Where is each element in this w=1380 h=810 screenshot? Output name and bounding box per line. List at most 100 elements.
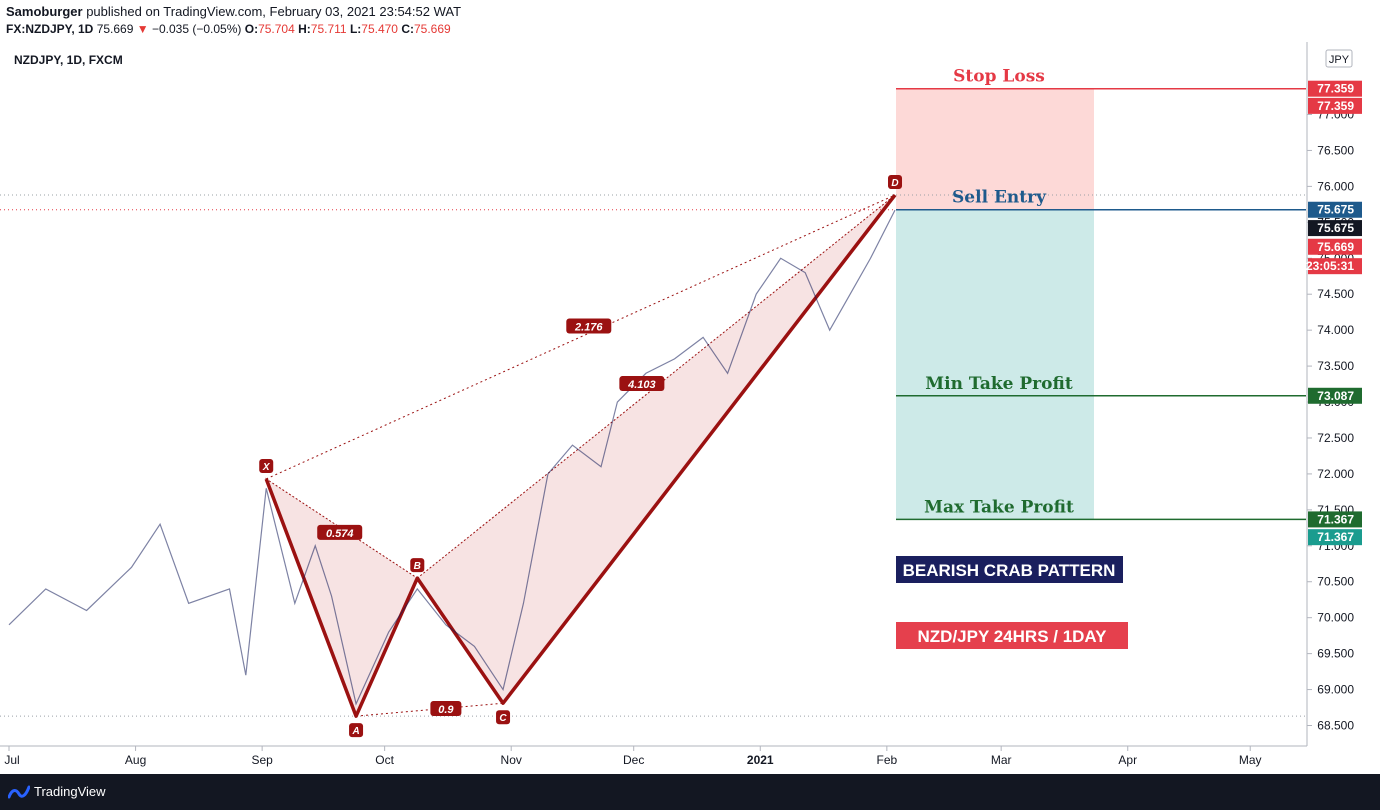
close-value: 75.669 (414, 22, 451, 36)
ratio-label-box (566, 318, 612, 334)
harmonic-pattern[interactable] (264, 193, 897, 718)
min-take-profit-label: Min Take Profit (925, 374, 1073, 394)
point-label: X (262, 462, 271, 473)
price-tick-label: 73.500 (1317, 359, 1354, 373)
ratio-label-box (619, 376, 665, 392)
price-axis-tag[interactable] (1308, 387, 1362, 404)
time-axis[interactable]: Jul Aug Sep Oct Nov Dec 2021 Feb Mar Apr May (0, 745, 1307, 767)
time-tick-label: Oct (375, 753, 394, 767)
point-label-box (888, 175, 903, 190)
max-take-profit-label: Max Take Profit (924, 497, 1074, 517)
time-tick-label: Dec (623, 753, 644, 767)
point-label: A (351, 726, 359, 737)
trade-levels[interactable]: Stop Loss Sell Entry Min Take Profit Max Ta… (896, 67, 1306, 521)
point-label-box (259, 458, 274, 473)
price-tick-label: 70.500 (1317, 575, 1354, 589)
time-tick-label: Feb (877, 753, 898, 767)
price-tick-label: 72.000 (1317, 467, 1354, 481)
timeframe-label: NZD/JPY 24HRS / 1DAY (918, 627, 1108, 646)
point-label-box (410, 558, 425, 573)
pattern-title: BEARISH CRAB PATTERN (903, 561, 1116, 580)
low-value: 75.470 (361, 22, 398, 36)
price-axis-tag-label: 75.669 (1317, 240, 1354, 254)
price-axis-tag[interactable] (1308, 80, 1362, 97)
time-tick-label: Nov (501, 753, 522, 767)
ratio-label: 0.574 (326, 528, 354, 540)
price-tick-label: 70.000 (1317, 611, 1354, 625)
price-axis-tag[interactable] (1308, 258, 1362, 275)
time-tick-label: Jul (4, 753, 19, 767)
time-tick-label: Sep (251, 753, 273, 767)
pattern-xabcd-line[interactable] (264, 193, 897, 718)
price-axis-tag-label: 77.359 (1317, 99, 1354, 113)
close-label: C: (401, 22, 414, 36)
take-profit-zone (896, 209, 1094, 520)
point-label: C (499, 713, 507, 724)
price-axis-tag-label: 23:05:31 (1306, 259, 1354, 273)
time-tick-label: Mar (991, 753, 1012, 767)
price-axis-tag[interactable] (1308, 529, 1362, 546)
currency-badge[interactable] (1325, 49, 1353, 68)
price-tick-label: 76.500 (1317, 143, 1354, 157)
price-axis[interactable]: 68.50069.00069.50070.00070.50071.00071.5… (1306, 42, 1380, 746)
point-label-box (349, 723, 364, 738)
ratio-label-box (430, 700, 462, 716)
pattern-title-box (896, 556, 1123, 583)
ratio-label: 0.9 (438, 704, 454, 716)
price-axis-tag-label: 75.675 (1317, 203, 1354, 217)
price-axis-tag[interactable] (1308, 511, 1362, 528)
ratio-label-box (317, 524, 363, 540)
ohlc-line: FX:NZDJPY, 1D 75.669 ▼ −0.035 (−0.05%) O… (6, 22, 451, 36)
currency-badge-label: JPY (1329, 54, 1350, 66)
price-axis-tag-label: 77.359 (1317, 82, 1354, 96)
price-tick-label: 68.500 (1317, 719, 1354, 733)
timeframe-box (896, 622, 1128, 649)
time-tick-label: 2021 (747, 753, 774, 767)
price-axis-tag[interactable] (1308, 97, 1362, 114)
position-zones (896, 88, 1094, 520)
pattern-point-labels: X A B C D (259, 175, 903, 738)
price-axis-tag-label: 71.367 (1317, 512, 1354, 526)
ratio-label: 4.103 (627, 379, 656, 391)
price-tick-label: 76.000 (1317, 179, 1354, 193)
high-label: H: (298, 22, 311, 36)
publisher-line: Samoburger published on TradingView.com,… (6, 4, 461, 19)
time-tick-label: Apr (1118, 753, 1137, 767)
price-axis-tag-label: 71.367 (1317, 530, 1354, 544)
footer-bar: TradingView (0, 774, 1380, 810)
price-line (8, 209, 896, 706)
change-value: −0.035 (−0.05%) (151, 22, 242, 36)
price-tick-label: 74.500 (1317, 287, 1354, 301)
price-axis-tag-label: 73.087 (1317, 389, 1354, 403)
stop-loss-label: Stop Loss (953, 67, 1045, 87)
open-label: O: (244, 22, 259, 36)
price-series (8, 209, 896, 706)
low-label: L: (349, 22, 362, 36)
point-label-box (496, 710, 511, 725)
open-value: 75.704 (258, 22, 295, 36)
point-label: B (414, 561, 421, 572)
price-axis-tag-label: 75.675 (1317, 221, 1354, 235)
price-tick-label: 69.000 (1317, 683, 1354, 697)
last-price: 75.669 (96, 22, 134, 36)
price-axis-tag[interactable] (1308, 220, 1362, 237)
point-label: D (891, 178, 898, 189)
ratio-labels: 0.574 0.9 2.176 4.103 (317, 318, 665, 716)
price-axis-tag[interactable] (1308, 201, 1362, 218)
ratio-label: 2.176 (574, 322, 603, 334)
publisher-name[interactable]: Samoburger (6, 4, 83, 19)
sell-entry-label: Sell Entry (952, 188, 1047, 208)
footer-brand[interactable]: TradingView (34, 784, 106, 799)
change-arrow-icon: ▼ (136, 22, 149, 36)
price-axis-tag[interactable] (1308, 238, 1362, 255)
published-text: published on TradingView.com, February 0… (86, 4, 462, 19)
chart-legend: NZDJPY, 1D, FXCM (14, 53, 123, 67)
price-tick-label: 72.500 (1317, 431, 1354, 445)
stop-loss-zone (896, 88, 1094, 210)
symbol-label: FX:NZDJPY, 1D (6, 22, 94, 36)
price-chart[interactable]: 0.574 0.9 2.176 4.103 X A B C D Stop Loss Sell E… (0, 42, 1380, 774)
time-tick-label: May (1239, 753, 1262, 767)
tradingview-logo-icon[interactable] (8, 783, 30, 801)
annotation-boxes: BEARISH CRAB PATTERN NZD/JPY 24HRS / 1DA… (896, 556, 1128, 649)
price-tick-label: 69.500 (1317, 647, 1354, 661)
